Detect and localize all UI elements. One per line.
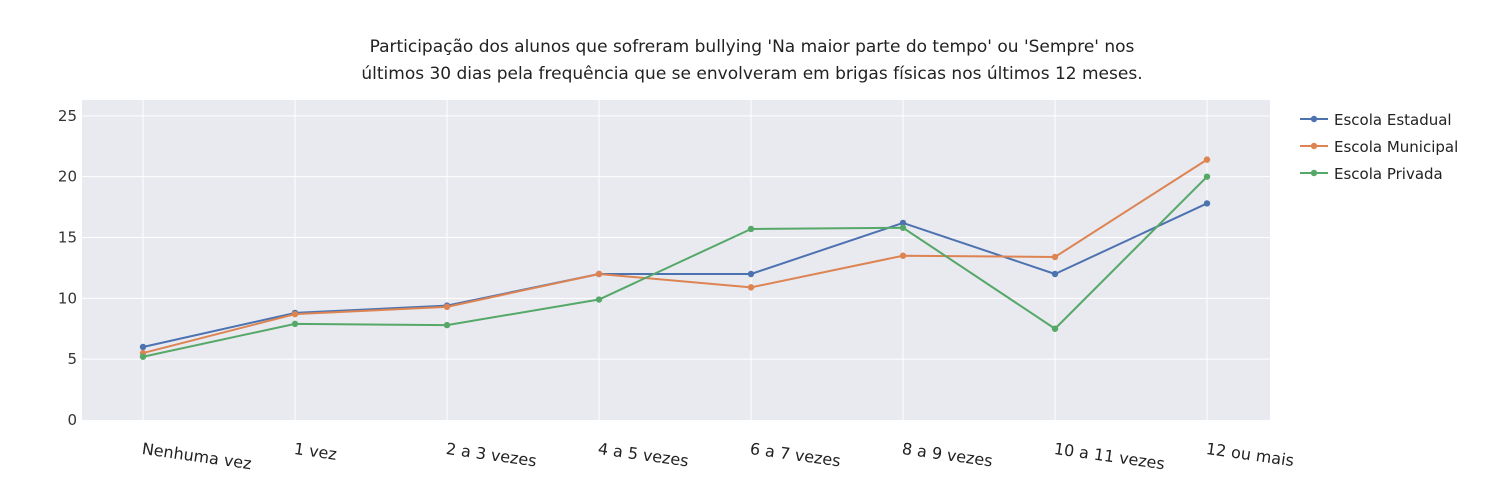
y-tick-label: 5	[67, 350, 77, 368]
x-tick-label: Nenhuma vez	[141, 439, 253, 473]
legend-item[interactable]: Escola Privada	[1300, 165, 1443, 183]
x-tick-label: 4 a 5 vezes	[597, 439, 690, 471]
data-point[interactable]	[1203, 173, 1211, 180]
series-line-0	[142, 202, 1208, 348]
data-point[interactable]	[1203, 156, 1211, 163]
legend-item[interactable]: Escola Estadual	[1300, 111, 1452, 129]
series-line-2	[142, 175, 1208, 358]
legend-label: Escola Estadual	[1334, 111, 1452, 129]
data-point[interactable]	[747, 225, 755, 233]
y-tick-label: 15	[58, 228, 77, 246]
chart-title: Participação dos alunos que sofreram bul…	[361, 37, 1142, 84]
series-points	[139, 156, 1211, 360]
legend: Escola Estadual Escola Municipal Escola Pr…	[1300, 111, 1458, 183]
data-point[interactable]	[747, 284, 755, 291]
x-axis-ticks: Nenhuma vez 1 vez 2 a 3 vezes 4 a 5 vezes 6 …	[141, 439, 1295, 473]
x-tick-label: 12 ou mais	[1205, 439, 1295, 470]
data-point[interactable]	[443, 303, 451, 311]
data-point[interactable]	[595, 296, 603, 303]
legend-swatch-marker	[1310, 169, 1318, 177]
y-axis-ticks: 0 5 10 15 20 25	[58, 107, 77, 429]
y-tick-label: 20	[58, 168, 77, 186]
data-point[interactable]	[595, 270, 603, 278]
data-point[interactable]	[1051, 270, 1059, 278]
y-gridlines	[82, 115, 1270, 360]
data-point[interactable]	[1051, 325, 1059, 332]
x-tick-label: 8 a 9 vezes	[901, 439, 994, 471]
legend-item[interactable]: Escola Municipal	[1300, 138, 1458, 156]
data-point[interactable]	[139, 343, 147, 351]
x-tick-label: 2 a 3 vezes	[445, 439, 538, 471]
chart-title-line-1: Participação dos alunos que sofreram bul…	[370, 37, 1135, 57]
data-point[interactable]	[747, 270, 755, 278]
x-tick-label: 1 vez	[293, 439, 338, 464]
series-line-1	[142, 158, 1208, 355]
y-tick-label: 25	[58, 107, 77, 125]
data-point[interactable]	[899, 224, 907, 231]
y-tick-label: 10	[58, 289, 77, 307]
x-tick-label: 6 a 7 vezes	[749, 439, 842, 471]
plot-area	[82, 100, 1270, 420]
legend-label: Escola Municipal	[1334, 138, 1458, 156]
legend-label: Escola Privada	[1334, 165, 1443, 183]
series-lines	[142, 158, 1208, 358]
legend-swatch-marker	[1310, 142, 1318, 150]
data-point[interactable]	[139, 353, 147, 360]
x-tick-label: 10 a 11 vezes	[1053, 439, 1166, 473]
data-point[interactable]	[291, 320, 299, 328]
data-point[interactable]	[1051, 253, 1059, 261]
data-point[interactable]	[899, 252, 907, 259]
data-point[interactable]	[443, 321, 451, 329]
data-point[interactable]	[1203, 200, 1211, 207]
y-tick-label: 0	[67, 411, 77, 429]
chart-title-line-2: últimos 30 dias pela frequência que se e…	[361, 64, 1142, 84]
data-point[interactable]	[899, 219, 907, 227]
legend-swatch-marker	[1310, 115, 1318, 123]
data-point[interactable]	[291, 310, 299, 318]
x-gridlines	[142, 100, 1208, 420]
